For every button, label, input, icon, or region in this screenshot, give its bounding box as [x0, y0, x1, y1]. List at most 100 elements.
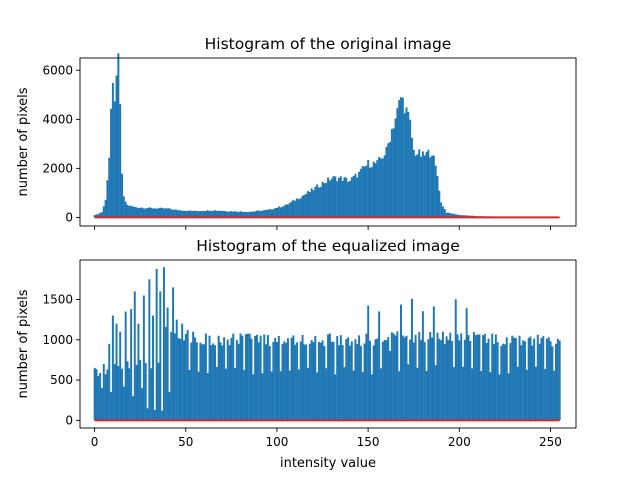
histogram-bar — [407, 111, 410, 218]
histogram-bar — [245, 211, 247, 218]
histogram-bar — [323, 346, 326, 421]
histogram-bar — [299, 198, 302, 218]
histogram-bar — [405, 107, 408, 218]
histogram-bar — [193, 337, 196, 421]
histogram-bar — [363, 343, 366, 421]
histogram-bar — [113, 101, 116, 218]
histogram-bar — [536, 334, 539, 421]
histogram-bar — [308, 192, 311, 218]
histogram-bar — [463, 339, 466, 421]
x-tick-label: 0 — [91, 435, 99, 449]
histogram-bar — [392, 333, 395, 421]
histogram-bar — [410, 298, 413, 421]
histogram-bar — [252, 374, 255, 421]
histogram-bar — [232, 333, 235, 421]
y-tick-label: 4000 — [42, 112, 73, 126]
histogram-bar — [179, 338, 182, 421]
histogram-bar — [283, 205, 286, 218]
histogram-bar — [359, 345, 362, 421]
histogram-bar — [100, 388, 103, 421]
histogram-bar — [343, 367, 346, 421]
histogram-bar — [478, 334, 481, 421]
histogram-bar — [396, 108, 399, 218]
histogram-bar — [188, 369, 191, 421]
histogram-bar — [214, 345, 216, 421]
histogram-bar — [99, 212, 102, 218]
y-ticks: 0 2000 4000 6000 — [42, 63, 80, 224]
histogram-bar — [299, 341, 302, 421]
histogram-bar — [425, 370, 428, 421]
histogram-bar — [177, 210, 180, 218]
histogram-bar — [285, 204, 288, 218]
histogram-bar — [456, 214, 459, 218]
histogram-bar — [137, 323, 140, 421]
histogram-bar — [281, 206, 284, 218]
histogram-bar — [418, 331, 421, 421]
histogram-bar — [197, 211, 200, 218]
histogram-bar — [296, 198, 299, 218]
histogram-bar — [126, 361, 129, 421]
histogram-bar — [356, 177, 359, 218]
histogram-bar — [305, 344, 308, 421]
histogram-bar — [95, 214, 98, 218]
x-ticks: 0 50 100 150 200 250 — [91, 428, 562, 449]
histogram-bar — [525, 369, 528, 421]
histogram-bar — [257, 342, 260, 421]
histogram-bar — [462, 366, 464, 421]
histogram-bar — [321, 181, 324, 218]
histogram-bar — [113, 363, 116, 421]
histogram-bar — [434, 365, 437, 421]
histogram-bar — [234, 211, 237, 218]
histogram-bar — [376, 338, 379, 421]
histogram-bar — [142, 295, 145, 421]
histogram-bar — [162, 267, 165, 421]
histogram-bar — [214, 210, 216, 218]
histogram-bar — [545, 338, 548, 421]
histogram-bar — [330, 178, 333, 218]
histogram-bar — [336, 181, 339, 218]
bars — [93, 267, 561, 421]
histogram-bar — [239, 211, 242, 218]
histogram-bar — [438, 338, 441, 421]
histogram-bar — [423, 342, 426, 421]
histogram-bar — [108, 343, 111, 421]
y-ticks: 0 500 1000 1500 — [42, 292, 80, 427]
histogram-bar — [529, 336, 532, 421]
histogram-bar — [352, 370, 355, 421]
histogram-bar — [265, 344, 268, 421]
histogram-bar — [246, 333, 249, 421]
histogram-bar — [166, 307, 169, 421]
x-tick-label: 250 — [539, 435, 562, 449]
histogram-bar — [268, 345, 271, 421]
histogram-bar — [139, 207, 142, 218]
histogram-bar — [245, 334, 247, 421]
histogram-bar — [334, 374, 337, 421]
histogram-bar — [339, 176, 342, 218]
histogram-bar — [288, 370, 291, 421]
histogram-bar — [372, 161, 375, 218]
histogram-bar — [97, 376, 100, 421]
histogram-bar — [431, 155, 433, 218]
histogram-bar — [141, 207, 144, 218]
histogram-bar — [130, 309, 133, 421]
histogram-bar — [290, 337, 293, 421]
histogram-bar — [161, 410, 164, 421]
histogram-bar — [186, 211, 189, 218]
histogram-bar — [427, 339, 430, 421]
x-axis-label: intensity value — [280, 456, 376, 471]
histogram-bar — [206, 210, 209, 218]
histogram-bar — [181, 210, 184, 218]
histogram-bar — [445, 336, 448, 421]
histogram-bar — [436, 332, 439, 421]
histogram-bar — [493, 344, 495, 421]
histogram-bar — [511, 335, 514, 421]
histogram-bar — [350, 177, 353, 218]
histogram-bar — [286, 338, 289, 421]
histogram-bar — [241, 335, 244, 421]
histogram-bar — [390, 332, 393, 421]
histogram-bar — [168, 392, 171, 421]
histogram-bar — [467, 335, 470, 421]
histogram-bar — [261, 210, 264, 218]
histogram-bar — [153, 409, 156, 421]
histogram-bar — [317, 342, 320, 421]
